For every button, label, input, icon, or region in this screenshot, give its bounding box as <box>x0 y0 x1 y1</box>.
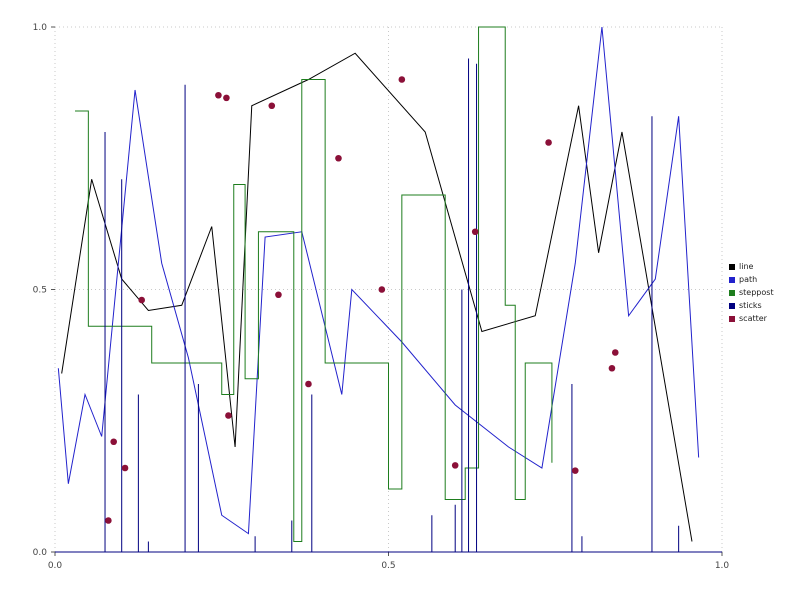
legend-swatch <box>729 316 735 322</box>
legend-label: scatter <box>739 314 767 323</box>
x-tick-label: 0.0 <box>48 561 63 571</box>
scatter-point <box>471 228 479 236</box>
scatter-point <box>215 91 222 99</box>
scatter-point <box>105 517 112 524</box>
series-path <box>57 26 700 535</box>
y-tick-label: 0.5 <box>33 286 47 296</box>
legend-item-scatter: scatter <box>729 314 774 324</box>
legend-swatch <box>729 277 735 283</box>
scatter-point <box>121 464 129 472</box>
legend-label: path <box>739 275 758 284</box>
scatter-point <box>275 291 282 299</box>
scatter-point <box>223 94 230 102</box>
scatter-point <box>225 412 232 419</box>
y-tick-label: 1.0 <box>33 23 48 33</box>
scatter-point <box>611 349 619 356</box>
x-tick-label: 0.5 <box>381 561 395 571</box>
scatter-point <box>138 296 146 304</box>
legend-item-steppost: steppost <box>729 288 774 298</box>
legend-swatch <box>729 264 735 270</box>
y-tick-label: 0.0 <box>33 548 48 558</box>
legend-label: sticks <box>739 301 762 310</box>
legend-label: line <box>739 262 754 271</box>
series-line <box>61 52 693 542</box>
series-steppost <box>75 26 553 542</box>
scatter-point <box>571 467 579 474</box>
legend-item-line: line <box>729 262 774 272</box>
legend-item-sticks: sticks <box>729 301 774 311</box>
scatter-point <box>110 438 117 446</box>
scatter-point <box>335 154 342 162</box>
legend: line path steppost sticks scatter <box>729 262 774 324</box>
scatter-point <box>378 286 386 293</box>
scatter-point <box>305 380 312 388</box>
scatter-point <box>545 139 552 146</box>
legend-swatch <box>729 303 735 309</box>
scatter-point <box>608 364 616 372</box>
legend-swatch <box>729 290 735 296</box>
scatter-point <box>451 462 459 469</box>
scatter-point <box>398 76 406 83</box>
legend-item-path: path <box>729 275 774 285</box>
x-tick-label: 1.0 <box>715 561 730 571</box>
scatter-point <box>268 102 276 110</box>
legend-label: steppost <box>739 288 774 297</box>
